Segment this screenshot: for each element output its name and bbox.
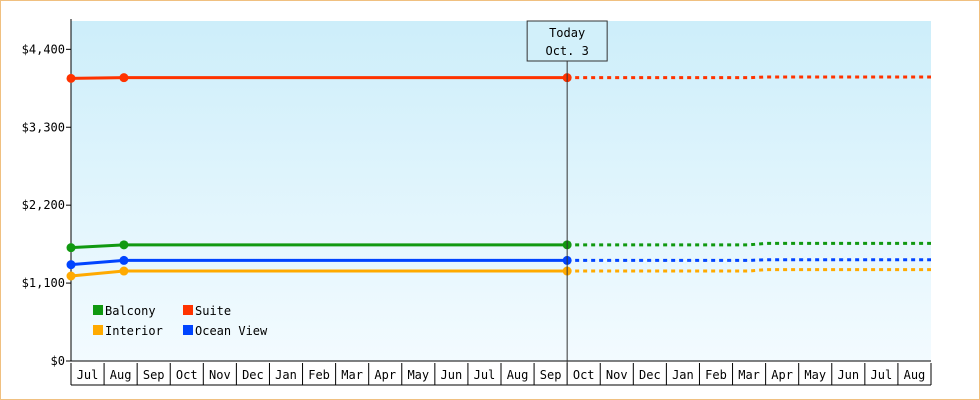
series-interior-point — [119, 266, 129, 276]
x-tick-label: Jul — [871, 368, 893, 382]
series-interior-point — [66, 271, 76, 281]
x-tick-label: Mar — [738, 368, 760, 382]
legend-swatch — [93, 325, 103, 335]
x-tick-label: Apr — [771, 368, 793, 382]
today-box — [526, 20, 608, 62]
y-tick-label: $1,100 — [22, 276, 65, 290]
series-suite-line — [70, 76, 568, 80]
legend-label: Suite — [195, 304, 231, 318]
series-balcony-point — [119, 240, 129, 250]
legend-swatch — [183, 305, 193, 315]
series-ocean-view-point — [66, 260, 76, 270]
series-interior-forecast — [567, 268, 931, 273]
series-balcony-forecast — [567, 241, 931, 247]
legend-label: Interior — [105, 324, 163, 338]
series-suite-point — [66, 73, 76, 83]
x-tick-label: Feb — [705, 368, 727, 382]
x-tick-label: Nov — [209, 368, 231, 382]
y-tick-label: $4,400 — [22, 42, 65, 56]
y-tick-label: $2,200 — [22, 198, 65, 212]
today-date: Oct. 3 — [545, 44, 588, 58]
x-tick-label: Dec — [242, 368, 264, 382]
y-tick-label: $0 — [51, 354, 65, 368]
legend-label: Balcony — [105, 304, 156, 318]
x-tick-label: Oct — [176, 368, 198, 382]
legend-label: Ocean View — [195, 324, 268, 338]
series-ocean-view-forecast — [567, 258, 931, 262]
x-tick-label: Jul — [474, 368, 496, 382]
y-tick-label: $3,300 — [22, 120, 65, 134]
x-tick-label: Jan — [672, 368, 694, 382]
legend-swatch — [183, 325, 193, 335]
x-tick-label: Sep — [540, 368, 562, 382]
x-tick-label: May — [804, 368, 826, 382]
x-tick-label: Aug — [507, 368, 529, 382]
x-tick-label: Jun — [837, 368, 859, 382]
series-suite-forecast — [567, 75, 931, 80]
series-suite-point — [119, 73, 129, 83]
x-tick-label: Jan — [275, 368, 297, 382]
series-ocean-view-point — [119, 255, 129, 265]
x-tick-label: Nov — [606, 368, 628, 382]
x-tick-label: Aug — [110, 368, 132, 382]
x-tick-label: Apr — [374, 368, 396, 382]
x-tick-label: Jul — [77, 368, 99, 382]
x-tick-label: Dec — [639, 368, 661, 382]
x-tick-label: May — [407, 368, 429, 382]
x-tick-label: Jun — [441, 368, 463, 382]
x-tick-label: Feb — [308, 368, 330, 382]
series-balcony-point — [66, 243, 76, 253]
today-label: Today — [549, 26, 585, 40]
x-tick-label: Aug — [904, 368, 926, 382]
legend-swatch — [93, 305, 103, 315]
x-tick-label: Oct — [573, 368, 595, 382]
x-tick-label: Mar — [341, 368, 363, 382]
x-tick-label: Sep — [143, 368, 165, 382]
